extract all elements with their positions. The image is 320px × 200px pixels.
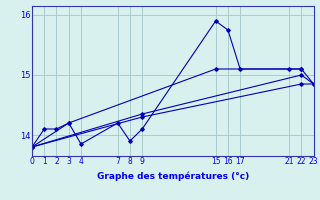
X-axis label: Graphe des températures (°c): Graphe des températures (°c): [97, 172, 249, 181]
